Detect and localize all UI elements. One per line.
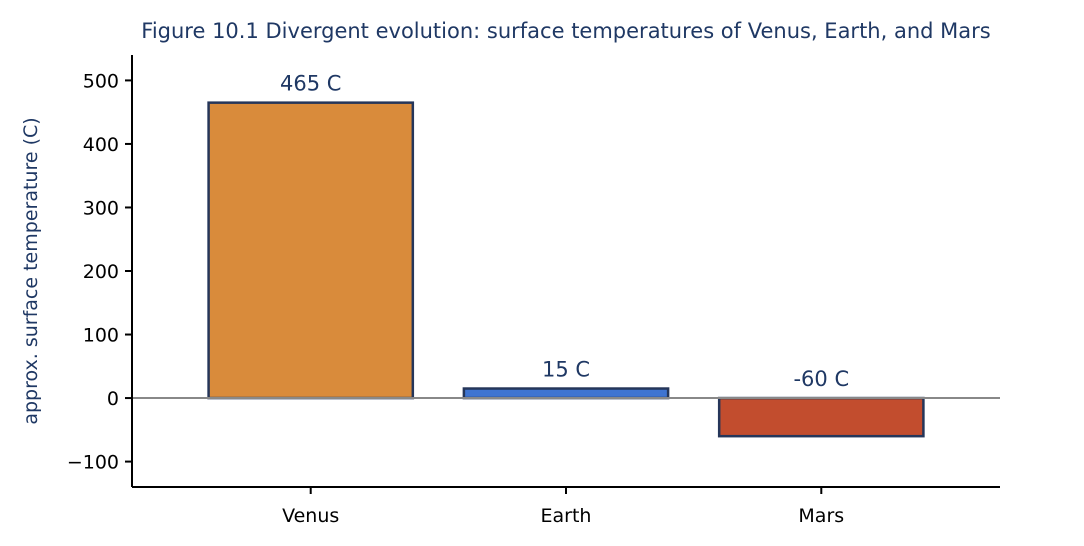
bar-earth bbox=[462, 387, 670, 400]
y-axis: −100 0 100 200 300 400 500 bbox=[67, 55, 133, 487]
y-tick-label: 100 bbox=[83, 325, 119, 347]
x-axis: Venus Earth Mars bbox=[132, 486, 1000, 527]
data-label-venus: 465 C bbox=[280, 72, 341, 96]
data-label-mars: -60 C bbox=[793, 367, 849, 391]
chart-title: Figure 10.1 Divergent evolution: surface… bbox=[141, 19, 990, 43]
y-tick-label: 200 bbox=[83, 261, 119, 283]
data-labels-group: 465 C 15 C -60 C bbox=[280, 72, 849, 391]
x-tick-label: Venus bbox=[282, 505, 339, 527]
y-axis-label: approx. surface temperature (C) bbox=[20, 117, 42, 424]
y-tick-label: 400 bbox=[83, 134, 119, 156]
y-tick-label: −100 bbox=[67, 452, 119, 474]
data-label-earth: 15 C bbox=[542, 358, 590, 382]
x-tick-label: Earth bbox=[541, 505, 592, 527]
y-tick-label: 300 bbox=[83, 197, 119, 219]
bar-venus bbox=[207, 101, 415, 400]
y-tick-label: 0 bbox=[107, 388, 119, 410]
bars-group bbox=[207, 101, 925, 438]
y-tick-label: 500 bbox=[83, 70, 119, 92]
x-tick-label: Mars bbox=[798, 505, 844, 527]
bar-mars bbox=[717, 396, 925, 438]
